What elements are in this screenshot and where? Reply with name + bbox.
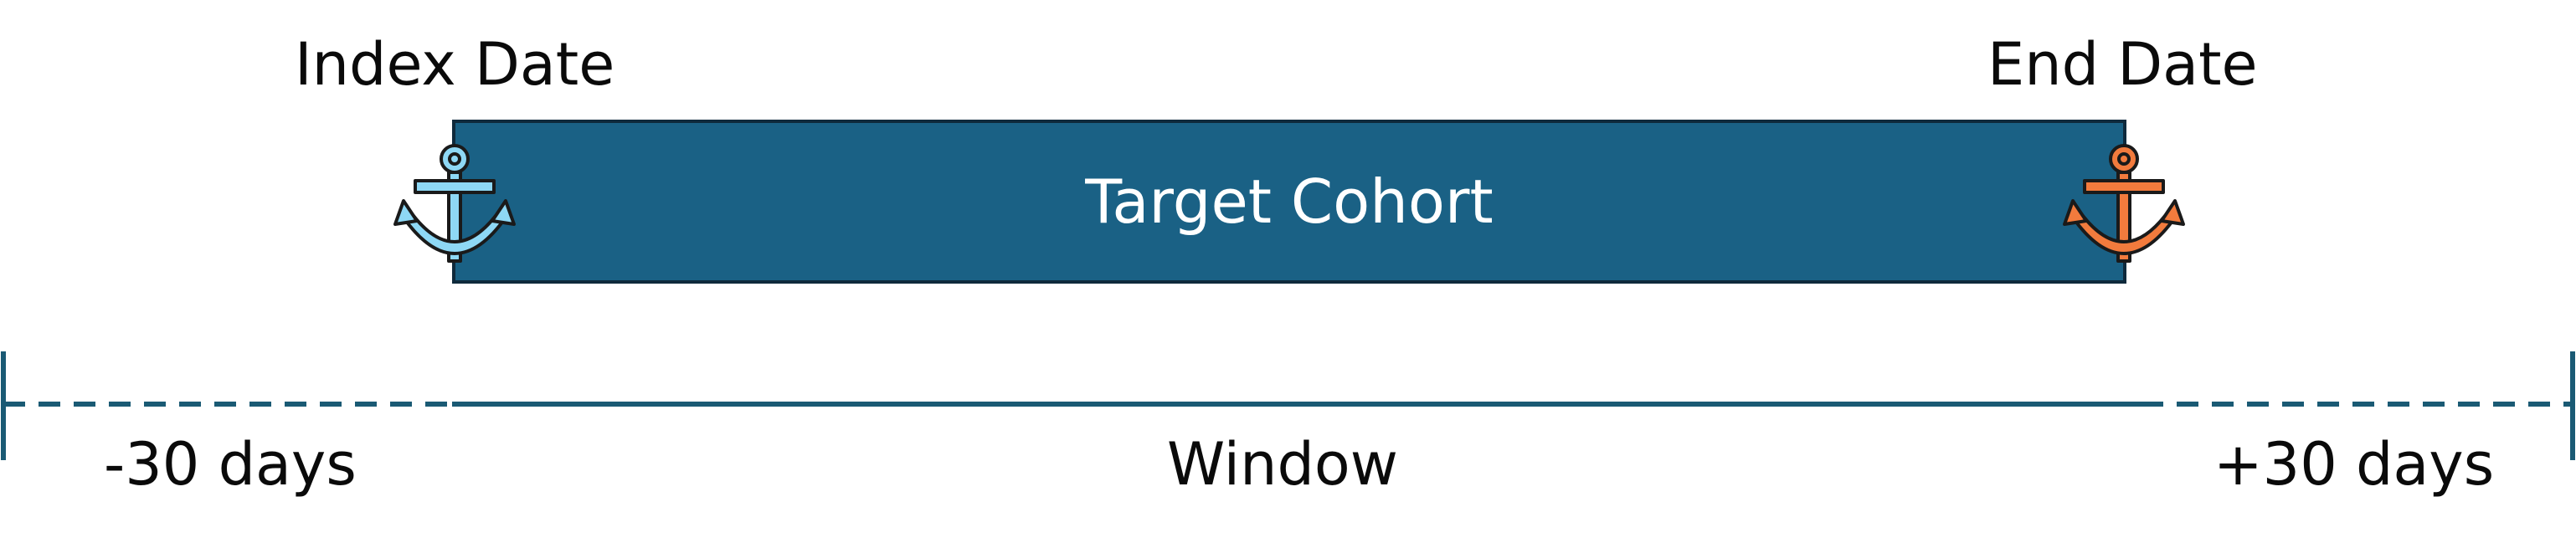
post-window-label: +30 days (2214, 430, 2495, 499)
timeline (1, 351, 2575, 460)
start-anchor-icon (393, 144, 516, 263)
index-date-label: Index Date (295, 30, 615, 99)
end-date-label: End Date (1987, 30, 2258, 99)
window-label: Window (1167, 430, 1399, 499)
pre-window-label: -30 days (104, 430, 357, 499)
end-anchor-icon (2063, 144, 2185, 263)
target-cohort-label: Target Cohort (1085, 166, 1494, 237)
target-cohort-bar: Target Cohort (452, 120, 2126, 284)
